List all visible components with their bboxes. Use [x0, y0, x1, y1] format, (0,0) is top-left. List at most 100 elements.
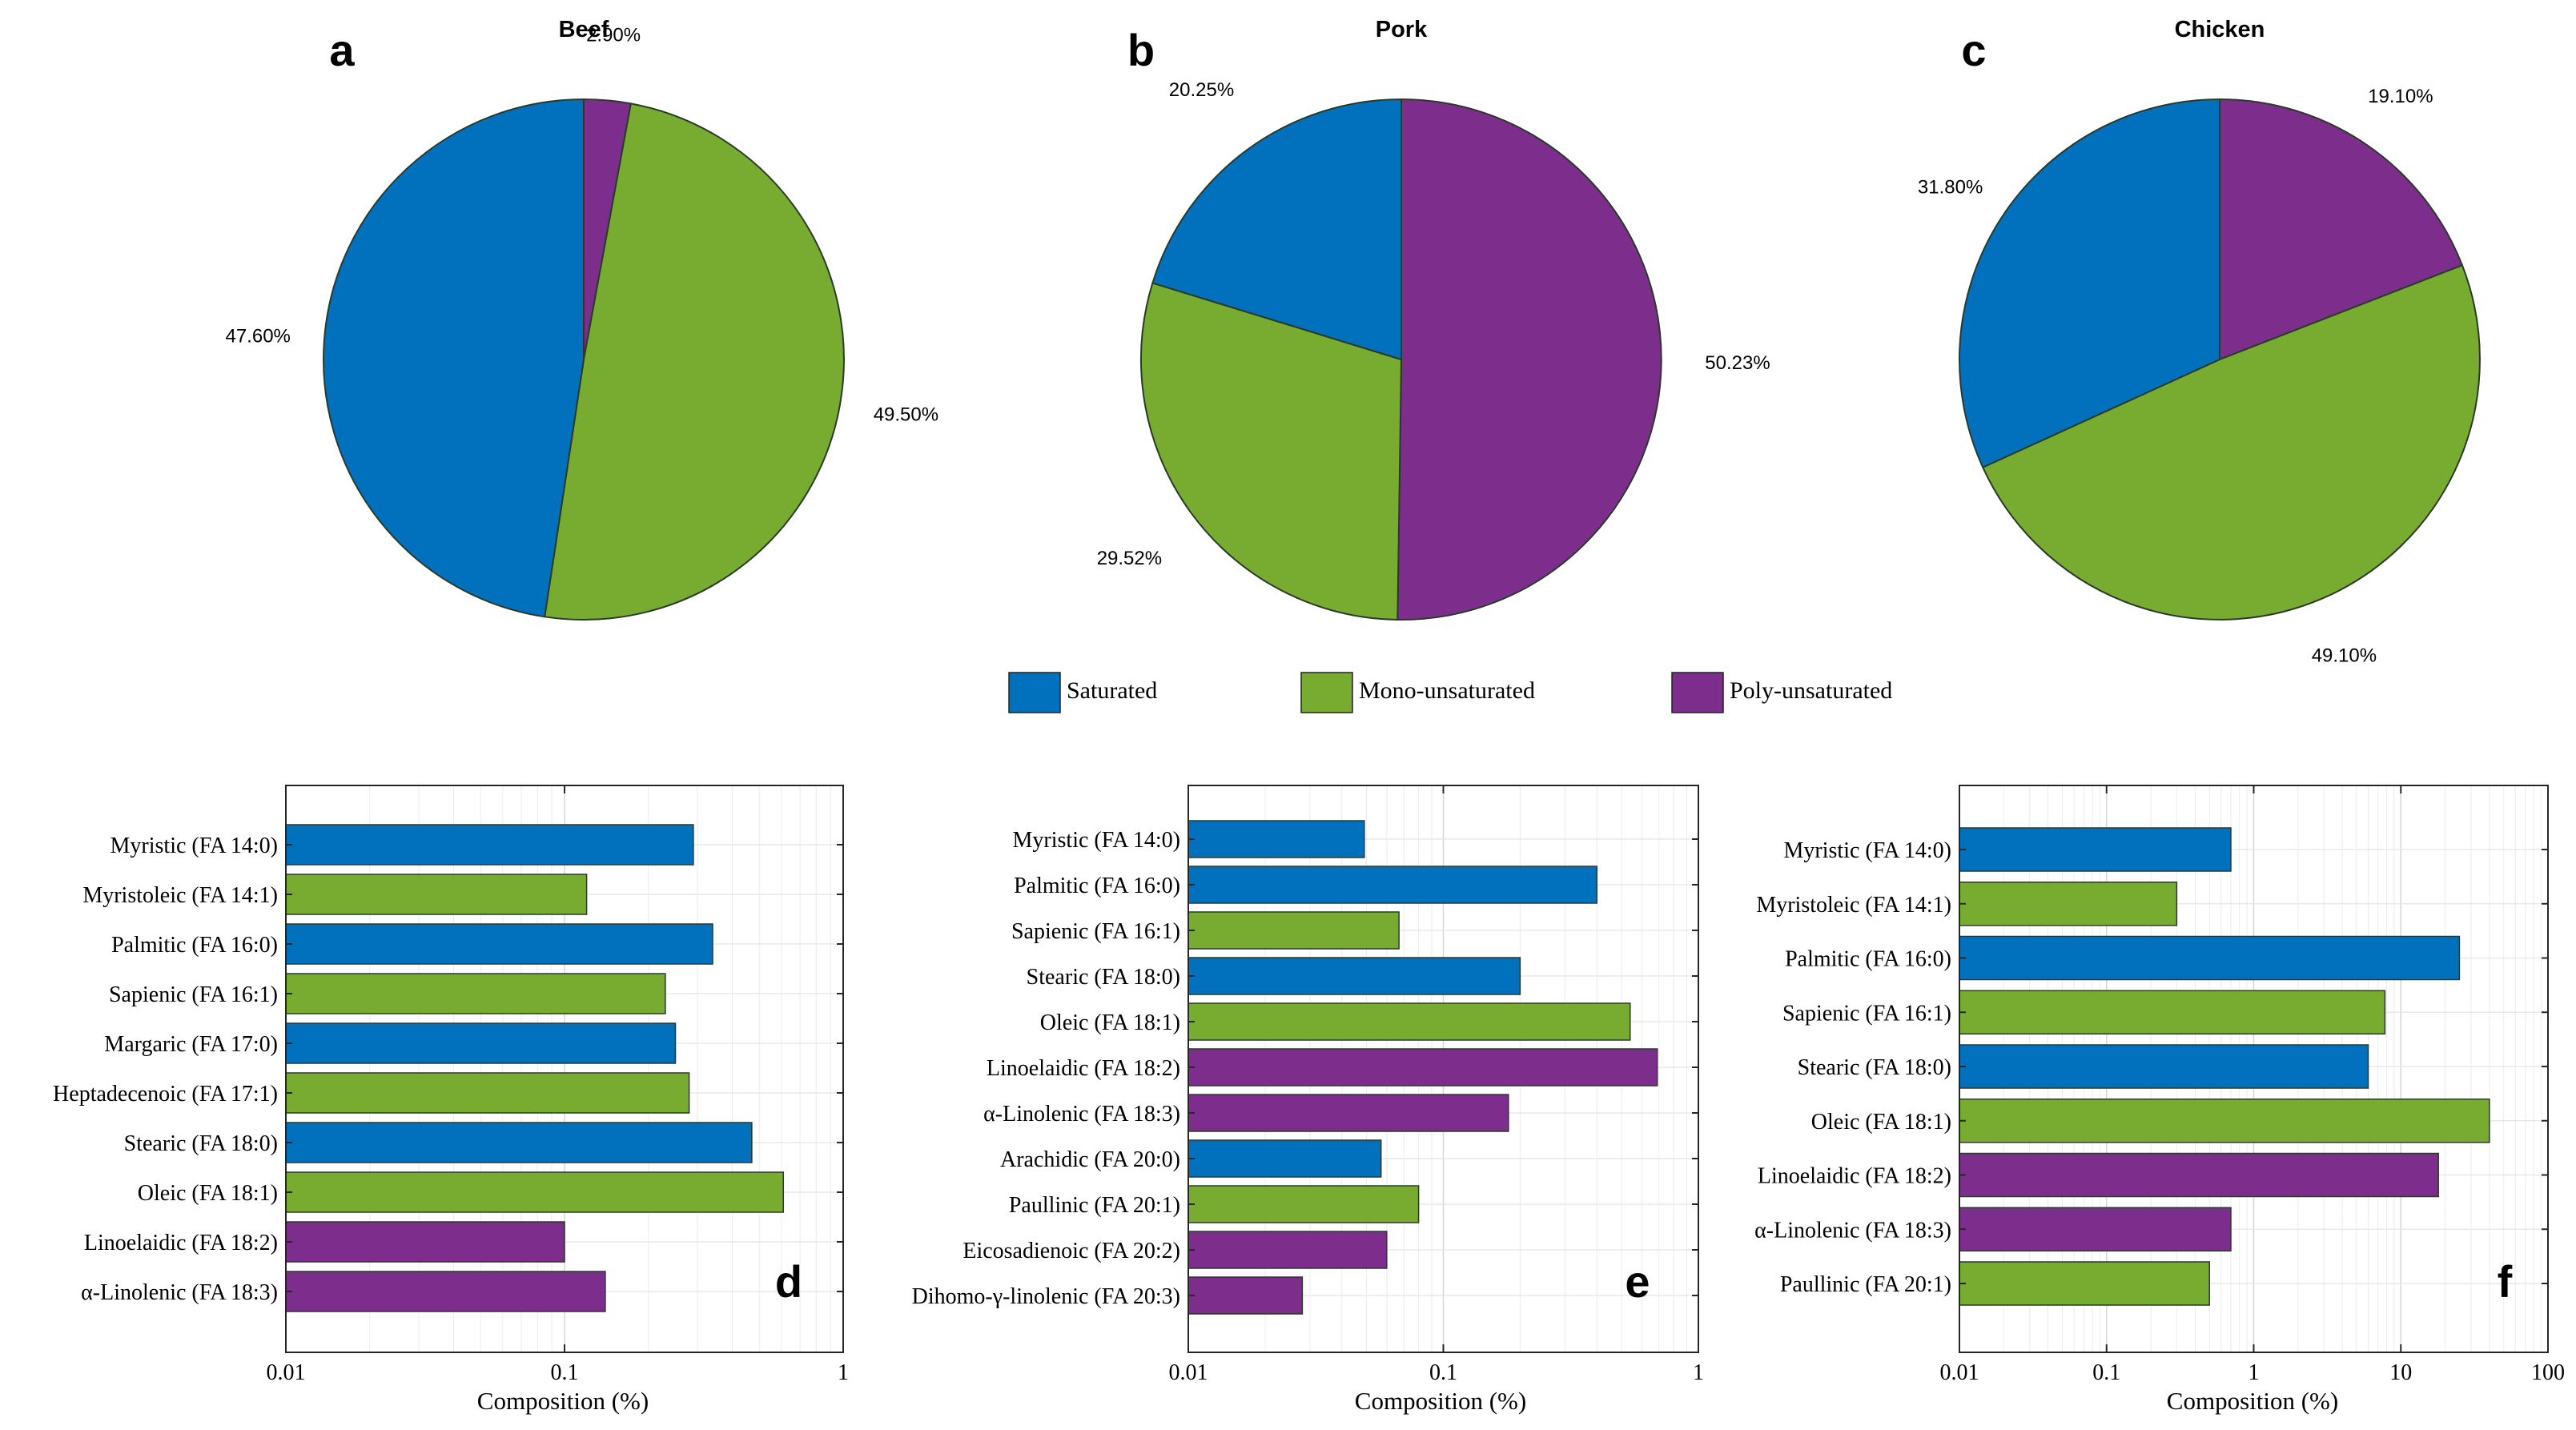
- bar-poly: [285, 1271, 606, 1312]
- category-label: Myristoleic (FA 14:1): [1756, 893, 1951, 918]
- x-axis-label-d: Composition (%): [477, 1387, 649, 1415]
- category-label: Stearic (FA 18:0): [1027, 965, 1180, 990]
- bar-saturated: [285, 1022, 677, 1064]
- category-label: Linoelaidic (FA 18:2): [84, 1231, 278, 1255]
- bar-saturated: [1188, 957, 1521, 995]
- pie-slice-saturated: [323, 98, 585, 618]
- bar-mono: [285, 874, 588, 915]
- category-label: Linoelaidic (FA 18:2): [1758, 1164, 1951, 1189]
- category-label: Oleic (FA 18:1): [1040, 1010, 1180, 1035]
- bar-poly: [1188, 1276, 1304, 1315]
- category-label: α-Linolenic (FA 18:3): [983, 1102, 1180, 1127]
- bar-saturated: [1959, 935, 2461, 981]
- category-label: Dihomo-γ-linolenic (FA 20:3): [912, 1284, 1180, 1309]
- pie-data-label-saturated: 31.80%: [1918, 177, 1983, 199]
- pie-slice-mono: [1140, 282, 1403, 621]
- bar-mono: [1959, 1099, 2490, 1143]
- pie-data-label-mono: 49.10%: [2312, 645, 2377, 667]
- legend-label-mono: Mono-unsaturated: [1359, 677, 1535, 704]
- pie-slice-poly: [2219, 98, 2464, 361]
- legend-label-saturated: Saturated: [1067, 677, 1157, 704]
- x-tick-label: 0.1: [551, 1360, 579, 1385]
- bar-saturated: [1188, 866, 1598, 904]
- category-label: Myristic (FA 14:0): [1784, 838, 1951, 863]
- bar-mono: [1959, 882, 2178, 926]
- x-tick-label: 0.01: [1940, 1360, 1979, 1385]
- bar-poly: [1959, 1207, 2232, 1252]
- pie-slice-saturated: [1151, 98, 1402, 361]
- category-label: Myristic (FA 14:0): [111, 833, 278, 858]
- panel-letter-e: e: [1625, 1256, 1650, 1307]
- category-label: Palmitic (FA 16:0): [1014, 874, 1180, 898]
- category-label: Eicosadienoic (FA 20:2): [962, 1239, 1180, 1263]
- category-label: Paullinic (FA 20:1): [1780, 1272, 1951, 1297]
- category-label: Stearic (FA 18:0): [124, 1131, 278, 1156]
- bar-mono: [285, 1072, 690, 1114]
- panel-letter-c: c: [1961, 25, 1986, 75]
- category-label: Linoelaidic (FA 18:2): [987, 1056, 1180, 1081]
- x-tick-label: 0.1: [1429, 1360, 1457, 1385]
- pie-slice-mono: [1981, 263, 2481, 621]
- panel-letter-f: f: [2498, 1256, 2513, 1307]
- pie-data-label-mono: 49.50%: [874, 404, 938, 426]
- category-label: α-Linolenic (FA 18:3): [81, 1280, 278, 1305]
- pie-slice-saturated: [1959, 98, 2220, 468]
- category-label: Sapienic (FA 16:1): [1782, 1001, 1951, 1026]
- category-label: Stearic (FA 18:0): [1798, 1055, 1951, 1080]
- pie-data-label-poly: 19.10%: [2368, 86, 2433, 107]
- legend-swatch-poly: [1671, 672, 1724, 713]
- category-label: Paullinic (FA 20:1): [1009, 1193, 1180, 1218]
- bar-mono: [1188, 1002, 1631, 1041]
- panel-letter-a: a: [329, 25, 355, 75]
- bar-mono: [1188, 1185, 1420, 1223]
- bar-saturated: [1188, 820, 1365, 858]
- pie-chart-chicken: Chicken c 19.10% 49.10% 31.80%: [1918, 17, 2481, 667]
- bar-saturated: [1959, 827, 2232, 872]
- pie-data-label-saturated: 20.25%: [1169, 79, 1234, 101]
- bar-saturated: [1959, 1044, 2369, 1089]
- bar-saturated: [285, 923, 713, 965]
- bar-mono: [285, 973, 666, 1014]
- x-tick-label: 1: [838, 1360, 849, 1385]
- legend: Saturated Mono-unsaturated Poly-unsatura…: [1008, 672, 1892, 713]
- category-label: Sapienic (FA 16:1): [1011, 919, 1180, 944]
- category-label: Myristic (FA 14:0): [1013, 828, 1180, 853]
- bar-mono: [285, 1171, 785, 1213]
- x-axis-label-e: Composition (%): [1355, 1387, 1526, 1415]
- pie-title-chicken: Chicken: [2175, 17, 2265, 42]
- pie-chart-pork: Pork b 50.23% 29.52% 20.25%: [1097, 17, 1770, 621]
- category-label: Myristoleic (FA 14:1): [82, 883, 278, 908]
- legend-label-poly: Poly-unsaturated: [1730, 677, 1892, 704]
- bar-saturated: [1188, 1139, 1382, 1178]
- bar-chart-beef: Myristic (FA 14:0) Myristoleic (FA 14:1) P…: [53, 785, 849, 1415]
- x-tick-label: 1: [2248, 1360, 2260, 1385]
- category-label: Sapienic (FA 16:1): [109, 982, 278, 1007]
- bar-mono: [1188, 911, 1400, 950]
- bar-poly: [1188, 1048, 1658, 1087]
- bar-poly: [285, 1221, 565, 1263]
- pie-data-label-saturated: 47.60%: [225, 325, 290, 347]
- x-tick-label: 0.1: [2092, 1360, 2120, 1385]
- x-tick-label: 0.01: [267, 1360, 306, 1385]
- pie-data-label-mono: 29.52%: [1097, 548, 1162, 569]
- bar-chart-chicken: Myristic (FA 14:0) Myristoleic (FA 14:1) P…: [1754, 785, 2565, 1415]
- x-tick-label: 10: [2389, 1360, 2412, 1385]
- bar-chart-pork: Myristic (FA 14:0) Palmitic (FA 16:0) Sapi…: [912, 785, 1704, 1415]
- panel-letter-b: b: [1127, 25, 1155, 75]
- x-axis-label-f: Composition (%): [2167, 1387, 2338, 1415]
- category-label: Arachidic (FA 20:0): [1000, 1147, 1180, 1172]
- pie-chart-beef: Beef a 2.90% 49.50% 47.60%: [225, 17, 938, 621]
- x-tick-label: 1: [1693, 1360, 1704, 1385]
- category-label: Oleic (FA 18:1): [138, 1181, 278, 1206]
- panel-letter-d: d: [775, 1256, 802, 1307]
- bar-poly: [1959, 1152, 2439, 1198]
- pie-slice-poly: [1397, 98, 1662, 621]
- category-label: Palmitic (FA 16:0): [111, 933, 278, 958]
- pie-slice-mono: [544, 102, 845, 621]
- bar-saturated: [285, 1122, 753, 1163]
- category-label: Margaric (FA 17:0): [104, 1032, 278, 1057]
- pie-data-label-poly: 2.90%: [586, 25, 641, 46]
- pie-data-label-poly: 50.23%: [1705, 352, 1770, 374]
- category-label: α-Linolenic (FA 18:3): [1754, 1218, 1951, 1243]
